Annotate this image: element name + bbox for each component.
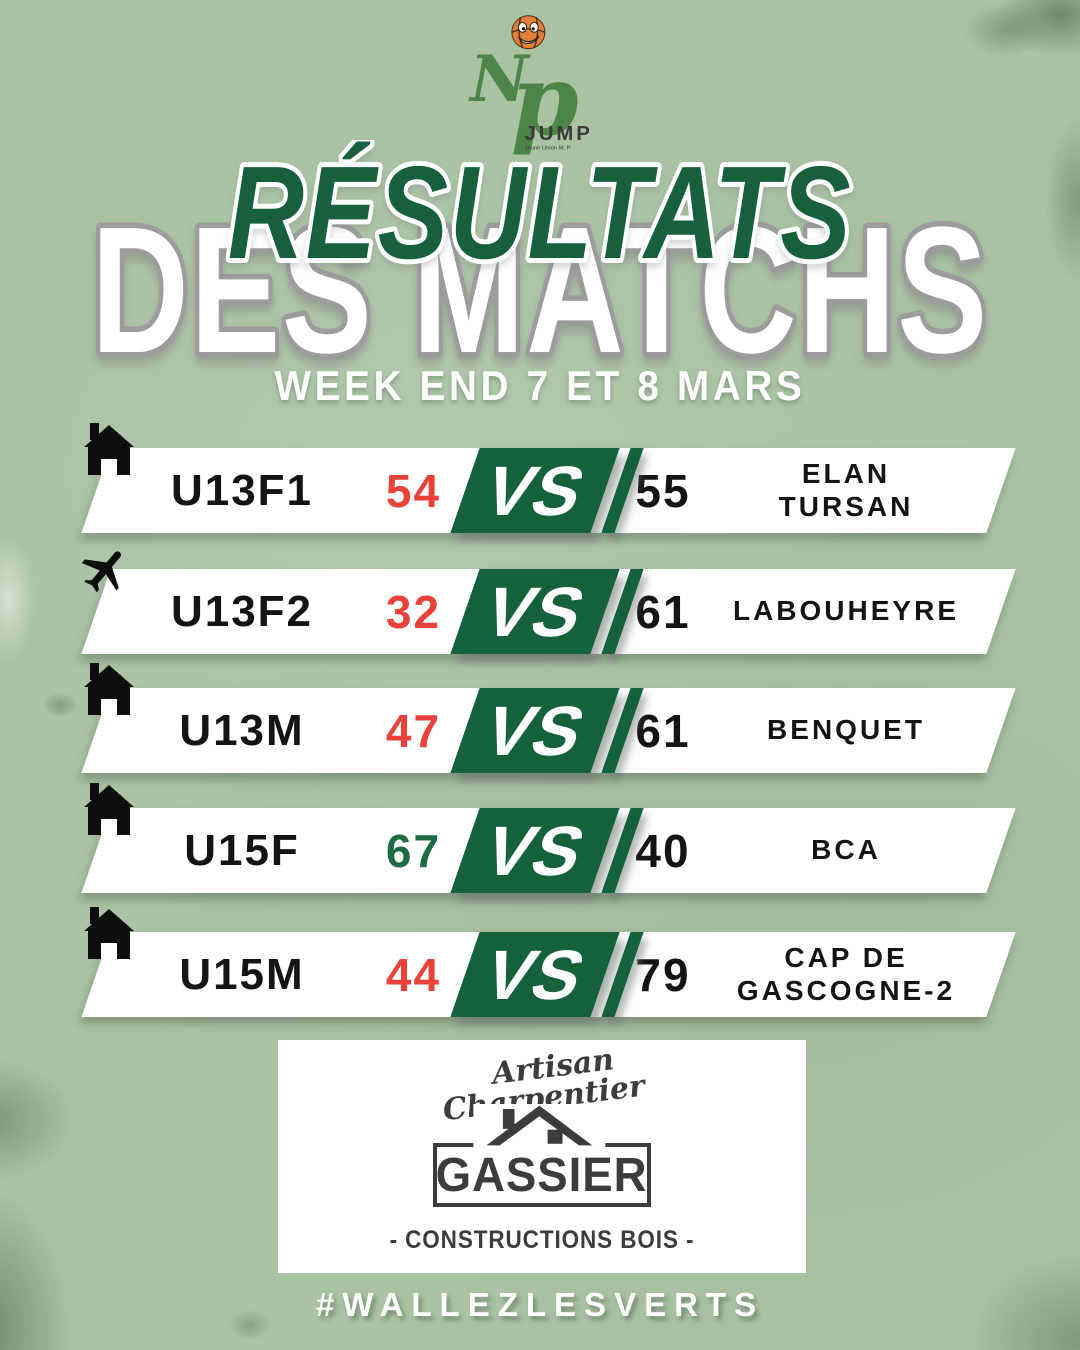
basketball-face-icon <box>511 15 546 50</box>
match-band: U15F 67 40 BCA VS <box>81 808 1016 893</box>
match-row-u15m: U15M 44 79 CAP DE GASCOGNE-2 VS <box>0 907 1080 1017</box>
subtitle-date: WEEK END 7 ET 8 MARS <box>274 362 806 409</box>
sponsor-card: Artisan Charpentier GASSIER - CONSTRUCTI… <box>278 1040 806 1273</box>
opponent-name: CAP DE GASCOGNE-2 <box>736 942 956 1006</box>
home-icon <box>84 907 134 959</box>
vs-badge: VS <box>450 688 620 773</box>
match-row-u13f1: U13F1 54 55 ELAN TURSAN VS <box>0 423 1080 533</box>
sponsor-name-box: GASSIER <box>433 1143 651 1207</box>
team-label: U15M <box>179 949 305 999</box>
vs-badge: VS <box>450 448 620 533</box>
opponent-name: LABOUHEYRE <box>732 595 959 627</box>
hashtag: #WALLEZLESVERTS <box>315 1286 765 1323</box>
match-row-u13m: U13M 47 61 BENQUET VS <box>0 663 1080 773</box>
vs-label: VS <box>473 935 597 1014</box>
vs-label: VS <box>473 572 597 651</box>
match-band: U13M 47 61 BENQUET VS <box>81 688 1016 773</box>
team-label: U13F2 <box>170 586 314 636</box>
monogram: N p <box>468 42 579 157</box>
match-band: U15M 44 79 CAP DE GASCOGNE-2 VS <box>81 932 1016 1017</box>
home-icon <box>84 663 134 715</box>
title-line1: RÉSULTATS <box>228 140 852 285</box>
home-icon <box>84 783 134 835</box>
team-label: U13M <box>179 705 305 755</box>
team-label: U13F1 <box>170 465 314 515</box>
match-band: U13F2 32 61 LABOUHEYRE VS <box>81 569 1016 654</box>
sponsor-name: GASSIER <box>436 1148 648 1202</box>
logo-name: JUMP <box>524 123 592 145</box>
logo-tagline: Jeune Union M. P. <box>524 146 571 152</box>
roof-icon <box>473 1104 606 1148</box>
home-icon <box>84 423 134 475</box>
vs-badge: VS <box>450 932 620 1017</box>
team-label: U15F <box>184 825 300 875</box>
vs-label: VS <box>473 691 597 770</box>
monogram-p: p <box>511 43 579 157</box>
title-line2: DES MATCHS <box>91 210 988 390</box>
vs-badge: VS <box>450 808 620 893</box>
club-logo: N p JUMP Jeune Union M. P. <box>468 15 592 157</box>
title-line2-art: DES MATCHS <box>87 210 992 390</box>
match-row-u13f2: U13F2 32 61 LABOUHEYRE VS <box>0 551 1080 654</box>
title-line1-art: RÉSULTATS <box>223 140 855 285</box>
monogram-n: N <box>468 42 531 117</box>
opponent-name: BENQUET <box>767 714 925 746</box>
opponent-name: ELAN TURSAN <box>778 458 914 522</box>
vs-label: VS <box>473 451 597 530</box>
match-row-u15f: U15F 67 40 BCA VS <box>0 783 1080 893</box>
vs-label: VS <box>473 811 597 890</box>
sponsor-subtitle: - CONSTRUCTIONS BOIS - <box>389 1226 695 1254</box>
match-band: U13F1 54 55 ELAN TURSAN VS <box>81 448 1016 533</box>
vs-badge: VS <box>450 569 620 654</box>
opponent-name: BCA <box>811 834 881 866</box>
plane-icon <box>76 543 132 599</box>
